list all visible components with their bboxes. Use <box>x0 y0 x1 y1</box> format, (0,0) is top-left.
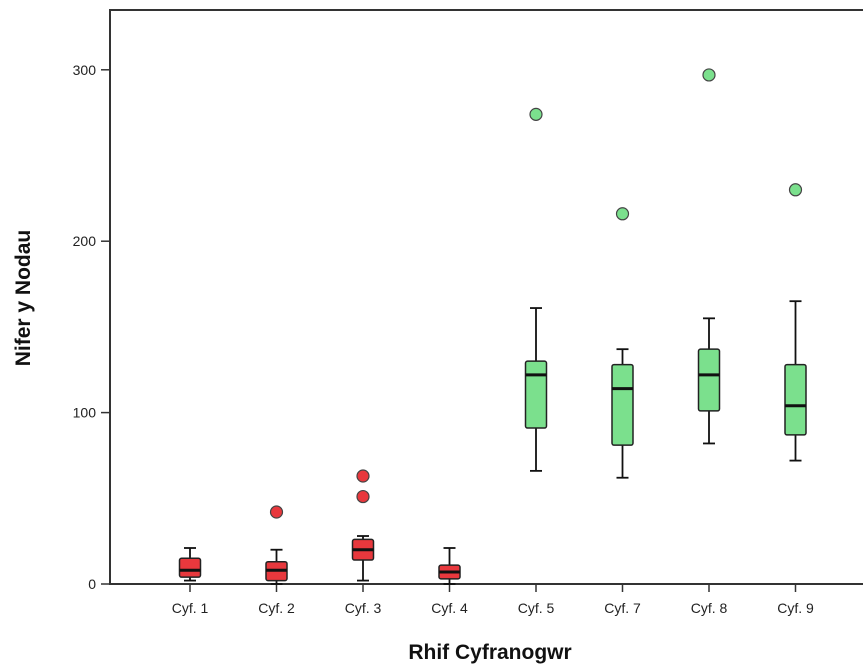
y-tick-label: 100 <box>73 405 97 421</box>
box-2 <box>265 505 288 585</box>
iqr-box <box>611 363 634 446</box>
x-tick-label: Cyf. 2 <box>258 600 295 616</box>
box-8 <box>784 183 807 462</box>
box-7 <box>697 68 721 445</box>
outlier-point <box>356 489 370 504</box>
iqr-box <box>784 363 807 436</box>
y-tick-label: 0 <box>88 576 96 592</box>
x-axis-title: Rhif Cyfranogwr <box>408 641 571 664</box>
box-5 <box>524 107 548 472</box>
y-axis: 0 100 200 300 <box>73 62 110 592</box>
box-6 <box>611 207 634 479</box>
iqr-box <box>524 360 548 429</box>
outlier-point <box>529 107 543 121</box>
box-3 <box>351 469 375 582</box>
outlier-point <box>702 68 716 82</box>
x-tick-label: Cyf. 5 <box>518 600 555 616</box>
iqr-box <box>178 557 202 578</box>
x-tick-label: Cyf. 8 <box>691 600 728 616</box>
y-tick-label: 200 <box>73 233 97 249</box>
plot-frame <box>109 9 863 585</box>
x-tick-label: Cyf. 9 <box>777 600 814 616</box>
outlier-point <box>269 505 284 519</box>
x-tick-label: Cyf. 7 <box>604 600 641 616</box>
outlier-point <box>356 469 370 483</box>
iqr-box <box>697 348 721 412</box>
x-axis: Cyf. 1 Cyf. 2 Cyf. 3 Cyf. 4 Cyf. 5 Cyf. 7 Cyf.… <box>172 584 814 616</box>
outlier-point <box>615 207 630 221</box>
box-4 <box>438 547 461 585</box>
box-1 <box>178 547 202 582</box>
y-axis-title: Nifer y Nodau <box>12 230 35 367</box>
outlier-point <box>788 183 803 197</box>
y-tick-label: 300 <box>73 62 97 78</box>
x-tick-label: Cyf. 4 <box>431 600 468 616</box>
x-tick-label: Cyf. 3 <box>345 600 382 616</box>
boxes-group <box>178 68 807 585</box>
x-tick-label: Cyf. 1 <box>172 600 209 616</box>
